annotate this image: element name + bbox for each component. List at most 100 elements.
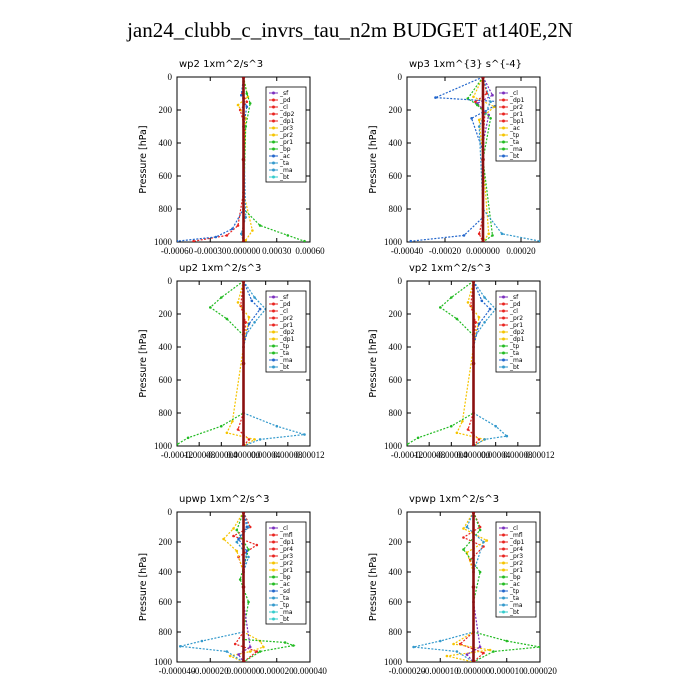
legend-marker bbox=[272, 603, 275, 607]
data-point bbox=[244, 239, 247, 242]
plot-frame bbox=[406, 76, 541, 243]
legend-entry: _ac bbox=[279, 153, 290, 160]
data-point bbox=[245, 100, 249, 104]
data-point bbox=[247, 322, 251, 326]
legend-marker bbox=[502, 295, 505, 299]
legend-marker bbox=[502, 119, 505, 123]
legend-entry: _dp1 bbox=[509, 336, 525, 343]
x-tick-label: -0.000020 bbox=[192, 666, 229, 676]
data-point bbox=[238, 578, 242, 581]
x-tick-label: 0.00008 bbox=[273, 450, 303, 460]
data-point bbox=[488, 648, 492, 652]
legend-marker bbox=[502, 126, 505, 130]
data-point bbox=[231, 227, 234, 231]
data-point bbox=[241, 585, 246, 589]
data-point bbox=[439, 639, 442, 643]
data-point bbox=[220, 296, 223, 299]
y-tick-label: 0 bbox=[168, 276, 173, 286]
legend-entry: _cl bbox=[509, 90, 518, 97]
data-point bbox=[465, 653, 469, 656]
data-point bbox=[434, 96, 437, 99]
data-point bbox=[471, 361, 476, 366]
data-point bbox=[225, 317, 229, 321]
data-point bbox=[471, 660, 476, 662]
data-point bbox=[241, 240, 246, 242]
legend-entry: _ta bbox=[279, 595, 289, 602]
series-line bbox=[177, 281, 245, 445]
y-tick-label: 1000 bbox=[154, 657, 173, 667]
data-point bbox=[505, 434, 509, 438]
data-point bbox=[228, 654, 232, 658]
data-point bbox=[236, 428, 240, 431]
y-axis-label: Pressure [hPa] bbox=[368, 553, 379, 621]
x-tick-label: -0.00030 bbox=[194, 246, 227, 256]
data-point bbox=[245, 105, 249, 108]
x-tick-label: 0.00060 bbox=[295, 246, 325, 256]
legend-entry: _pr4 bbox=[509, 546, 523, 553]
data-point bbox=[478, 525, 482, 529]
legend-marker bbox=[272, 98, 275, 102]
y-tick-label: 0 bbox=[168, 507, 173, 517]
data-point bbox=[275, 424, 279, 428]
legend-marker bbox=[272, 147, 275, 151]
legend-entry: _bp bbox=[279, 146, 291, 153]
data-point bbox=[494, 424, 498, 428]
data-point bbox=[450, 296, 453, 299]
data-point bbox=[482, 540, 485, 544]
legend-marker bbox=[502, 554, 505, 558]
legend-entry: _pr3 bbox=[279, 125, 293, 132]
data-point bbox=[244, 216, 247, 219]
x-tick-label: -0.00008 bbox=[183, 450, 216, 460]
x-tick-label: 0.00012 bbox=[295, 450, 324, 460]
legend-marker bbox=[272, 168, 275, 172]
data-point bbox=[477, 232, 481, 236]
y-tick-label: 1000 bbox=[154, 237, 173, 247]
x-tick-label: 0.00004 bbox=[481, 450, 511, 460]
legend-entry: _pr3 bbox=[279, 553, 293, 560]
data-point bbox=[477, 322, 481, 326]
legend-entry: _ma bbox=[509, 602, 523, 609]
legend-entry: _ta bbox=[509, 139, 519, 146]
x-tick-label: -0.00008 bbox=[413, 450, 446, 460]
legend-box bbox=[265, 521, 307, 625]
data-point bbox=[478, 528, 482, 532]
legend-entry: _bp bbox=[279, 574, 291, 581]
x-tick-label: 0.000040 bbox=[293, 666, 327, 676]
legend-marker bbox=[502, 533, 505, 537]
x-tick-label: 0.00004 bbox=[251, 450, 281, 460]
x-tick-label: 0.000020 bbox=[260, 666, 294, 676]
legend-entry: _pr2 bbox=[509, 315, 523, 322]
legend-marker bbox=[502, 582, 505, 586]
y-axis-label: Pressure [hPa] bbox=[138, 553, 149, 621]
y-tick-label: 600 bbox=[159, 597, 173, 607]
y-tick-label: 1000 bbox=[384, 237, 403, 247]
y-tick-label: 0 bbox=[398, 507, 403, 517]
data-point bbox=[478, 570, 482, 574]
y-tick-label: 600 bbox=[159, 375, 173, 385]
legend-marker bbox=[502, 337, 505, 341]
y-tick-label: 800 bbox=[389, 408, 403, 418]
data-point bbox=[214, 235, 218, 239]
data-point bbox=[462, 536, 465, 539]
legend-marker bbox=[502, 140, 505, 144]
data-point bbox=[482, 545, 485, 548]
data-point bbox=[461, 420, 464, 423]
data-point bbox=[450, 424, 453, 428]
x-tick-label: 0.000020 bbox=[523, 666, 557, 676]
y-tick-label: 600 bbox=[389, 375, 403, 385]
chart-title: upwp 1xm^2/s^3 bbox=[179, 494, 269, 505]
x-tick-label: -0.00012 bbox=[391, 450, 423, 460]
legend-marker bbox=[502, 365, 505, 369]
data-point bbox=[462, 548, 465, 551]
data-point bbox=[236, 224, 240, 227]
data-point bbox=[253, 296, 256, 299]
chart-panel-2: wp3 1xm^{3} s^{-4} Pressure [hPa] 0 200 400 6… bbox=[368, 59, 541, 256]
data-point bbox=[232, 534, 235, 538]
legend-marker bbox=[272, 112, 275, 116]
legend-entry: _ac bbox=[509, 581, 520, 588]
legend-entry: _bt bbox=[279, 364, 290, 371]
x-tick-label: -0.000040 bbox=[159, 666, 196, 676]
y-axis-label: Pressure [hPa] bbox=[368, 125, 379, 193]
y-tick-label: 800 bbox=[159, 204, 173, 214]
series-line bbox=[193, 77, 248, 242]
